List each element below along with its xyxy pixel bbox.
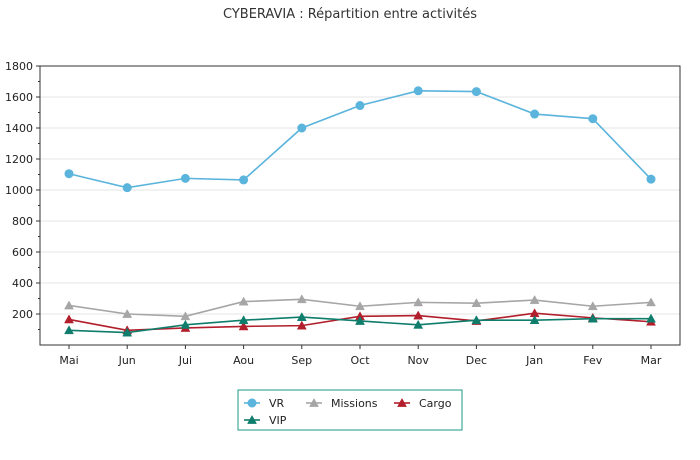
y-tick-label: 1600: [5, 91, 33, 104]
x-tick-label: Mar: [641, 354, 662, 367]
data-point-vr: [239, 175, 249, 185]
data-point-vip: [180, 319, 191, 329]
data-point-vr: [471, 87, 481, 97]
x-tick-label: Dec: [466, 354, 487, 367]
data-point-missions: [646, 297, 656, 307]
series-group: [64, 86, 656, 337]
legend-item-cargo: Cargo: [394, 397, 452, 410]
legend: VR Missions Cargo VIP: [237, 389, 463, 431]
y-tick-label: 600: [12, 246, 33, 259]
legend-label: VIP: [269, 414, 287, 427]
x-tick-label: Oct: [350, 354, 370, 367]
data-point-missions: [587, 301, 598, 311]
legend-label: Missions: [331, 397, 378, 410]
y-tick-label: 1800: [5, 60, 33, 73]
y-tick-label: 1400: [5, 122, 33, 135]
data-point-vr: [530, 109, 540, 119]
data-point-cargo: [238, 321, 249, 331]
legend-label: Cargo: [419, 397, 452, 410]
legend-box: [237, 389, 463, 431]
chart-title: CYBERAVIA : Répartition entre activités: [223, 7, 477, 22]
data-point-vr: [588, 114, 598, 124]
data-point-missions: [122, 308, 133, 318]
data-point-vip: [471, 315, 482, 325]
data-point-vip: [122, 327, 133, 337]
x-tick-label: Sep: [291, 354, 312, 367]
data-point-missions: [471, 298, 482, 307]
data-point-cargo: [413, 310, 424, 320]
data-point-vr: [64, 169, 74, 179]
data-point-vr: [646, 174, 656, 184]
legend-marker: [247, 398, 257, 408]
data-point-vip: [64, 325, 74, 335]
legend-marker: [397, 397, 407, 407]
data-point-cargo: [296, 320, 307, 330]
data-point-missions: [238, 296, 249, 306]
x-tick-label: Nov: [407, 354, 429, 367]
data-point-vip: [587, 313, 598, 323]
data-point-vip: [238, 315, 249, 325]
series-vr: [64, 86, 656, 193]
x-tick-label: Jan: [525, 354, 543, 367]
data-point-vip: [646, 313, 656, 323]
data-point-vip: [529, 315, 540, 325]
legend-item-vip: VIP: [244, 414, 287, 427]
y-tick-label: 200: [12, 308, 33, 321]
data-point-missions: [64, 300, 74, 310]
series-vip: [64, 312, 656, 337]
legend-label: VR: [269, 397, 285, 410]
x-tick-label: Fev: [583, 354, 602, 367]
x-axis: Mai Jun Jui Aou Sep Oct Nov Dec Jan Fev Mar: [59, 345, 662, 367]
data-point-vr: [122, 183, 132, 193]
y-axis: 200 400 600 800 1000 1200 1400 1600 1800: [5, 60, 40, 330]
y-tick-label: 1200: [5, 153, 33, 166]
y-tick-label: 1000: [5, 184, 33, 197]
x-tick-label: Jun: [118, 354, 136, 367]
legend-item-missions: Missions: [306, 397, 378, 410]
data-point-missions: [413, 297, 424, 307]
legend-item-vr: VR: [244, 397, 285, 410]
data-point-vr: [413, 86, 423, 96]
legend-marker: [247, 414, 257, 424]
data-point-vr: [355, 101, 365, 111]
data-point-vip: [355, 315, 365, 325]
data-point-missions: [355, 301, 365, 311]
x-tick-label: Jui: [178, 354, 192, 367]
data-point-vr: [297, 123, 307, 133]
data-point-vip: [296, 312, 307, 321]
y-tick-label: 400: [12, 277, 33, 290]
data-point-vr: [180, 173, 190, 183]
data-point-missions: [296, 294, 307, 304]
x-tick-label: Mai: [59, 354, 78, 367]
data-point-missions: [529, 295, 540, 304]
legend-marker: [309, 397, 319, 407]
data-point-cargo: [64, 314, 74, 324]
data-point-vip: [413, 319, 424, 329]
y-tick-label: 800: [12, 215, 33, 228]
x-tick-label: Aou: [233, 354, 254, 367]
